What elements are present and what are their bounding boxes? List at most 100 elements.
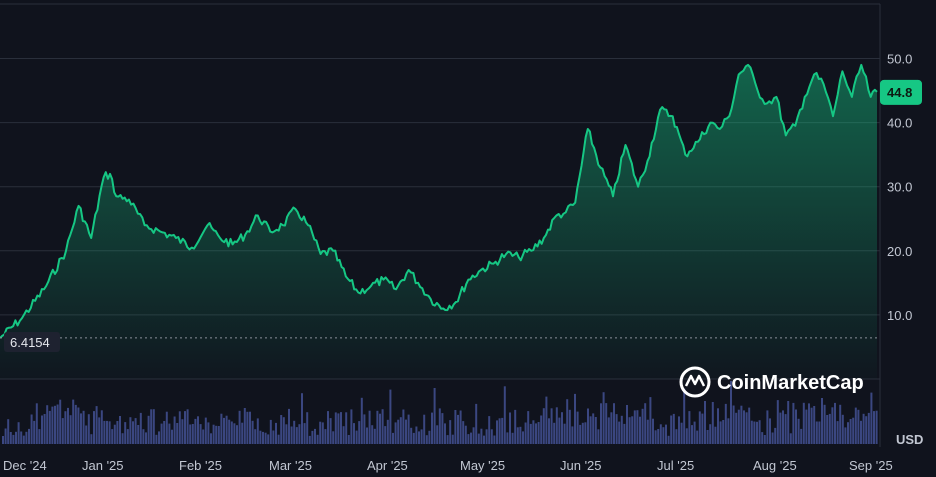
volume-bar (410, 427, 413, 444)
volume-bar (792, 402, 795, 444)
volume-bar (639, 416, 641, 444)
volume-bar (412, 432, 415, 444)
volume-bar (163, 421, 166, 444)
volume-bar (113, 424, 116, 444)
current-price-badge: 44.8 (880, 79, 922, 105)
volume-bar (727, 418, 730, 444)
volume-bar (80, 413, 82, 444)
y-tick-label: 40.0 (887, 116, 912, 131)
volume-bar (139, 412, 142, 444)
volume-bar (402, 409, 405, 444)
volume-bar (366, 427, 368, 444)
volume-bar (581, 422, 584, 444)
volume-bar (436, 425, 439, 444)
volume-bar (441, 413, 444, 444)
volume-bar (787, 401, 790, 444)
volume-bar (839, 404, 842, 444)
x-tick-label: Apr '25 (367, 458, 408, 473)
volume-bar (249, 411, 251, 444)
volume-bar (212, 424, 215, 444)
volume-bar (670, 415, 673, 444)
volume-bar (524, 422, 527, 444)
volume-bar (758, 420, 761, 444)
volume-bar (862, 413, 865, 444)
volume-bar (633, 410, 636, 444)
volume-bar (272, 430, 275, 444)
volume-bar (659, 424, 662, 444)
volume-bar (628, 417, 631, 444)
volume-bar (511, 432, 514, 444)
volume-bar (522, 431, 524, 444)
volume-bar (457, 414, 459, 444)
volume-bar (51, 406, 54, 444)
volume-bar (490, 429, 493, 444)
volume-bar (379, 413, 381, 444)
volume-bar (834, 402, 836, 444)
volume-bar (719, 421, 722, 444)
volume-bar (311, 430, 314, 444)
volume-bar (155, 434, 158, 444)
volume-bar (496, 420, 498, 444)
volume-bar (623, 423, 626, 444)
y-tick-label: 20.0 (887, 244, 912, 259)
volume-bar (431, 412, 433, 444)
volume-bar (121, 433, 124, 444)
volume-bar (610, 412, 613, 444)
volume-bar (766, 410, 769, 444)
volume-bar (41, 415, 43, 444)
volume-bar (238, 410, 241, 444)
volume-bar (152, 409, 155, 444)
volume-bar (308, 435, 311, 444)
volume-bar (561, 412, 563, 444)
volume-bar (12, 434, 15, 444)
volume-bar (129, 417, 132, 444)
volume-bar (93, 411, 95, 444)
volume-bar (672, 413, 675, 444)
volume-bar (191, 424, 194, 444)
volume-bar (446, 435, 449, 444)
volume-bar (407, 414, 410, 444)
volume-bar (636, 410, 639, 444)
x-tick-label: Jul '25 (657, 458, 694, 473)
volume-bar (527, 411, 530, 444)
volume-bar (108, 421, 111, 444)
volume-bar (147, 415, 150, 444)
volume-bar (605, 403, 608, 444)
volume-bar (332, 431, 335, 444)
start-value-text: 6.4154 (10, 335, 50, 350)
y-axis: 10.0 20.0 30.0 40.0 50.0 (887, 51, 912, 322)
volume-bar (345, 412, 348, 444)
volume-bar (246, 411, 249, 444)
volume-bar (275, 422, 277, 444)
volume-bar (470, 432, 472, 444)
volume-bar (199, 424, 202, 444)
volume-bar (217, 426, 220, 444)
volume-bar (555, 407, 558, 444)
volume-bar (438, 408, 441, 444)
volume-bar (485, 429, 488, 444)
volume-bar (641, 408, 644, 444)
x-tick-label: Sep '25 (849, 458, 893, 473)
volume-bar (810, 407, 813, 444)
volume-bar (711, 402, 714, 444)
volume-bar (867, 412, 870, 444)
volume-bar (220, 413, 223, 444)
volume-bar (545, 396, 548, 444)
volume-bar (509, 412, 511, 444)
volume-bar (204, 417, 207, 444)
volume-bar (267, 434, 270, 444)
volume-bar (587, 408, 589, 444)
volume-bar (56, 404, 59, 444)
volume-bar (706, 430, 709, 444)
volume-bar (763, 435, 766, 444)
volume-bar (316, 434, 319, 444)
volume-bar (392, 432, 394, 444)
volume-bar (264, 432, 267, 444)
start-value-label: 6.4154 (4, 332, 60, 352)
volume-bar (405, 419, 407, 444)
volume-bar (795, 409, 797, 444)
volume-bar (259, 430, 262, 444)
x-tick-label: Feb '25 (179, 458, 222, 473)
volume-bar (126, 429, 129, 444)
volume-bar (761, 432, 764, 444)
